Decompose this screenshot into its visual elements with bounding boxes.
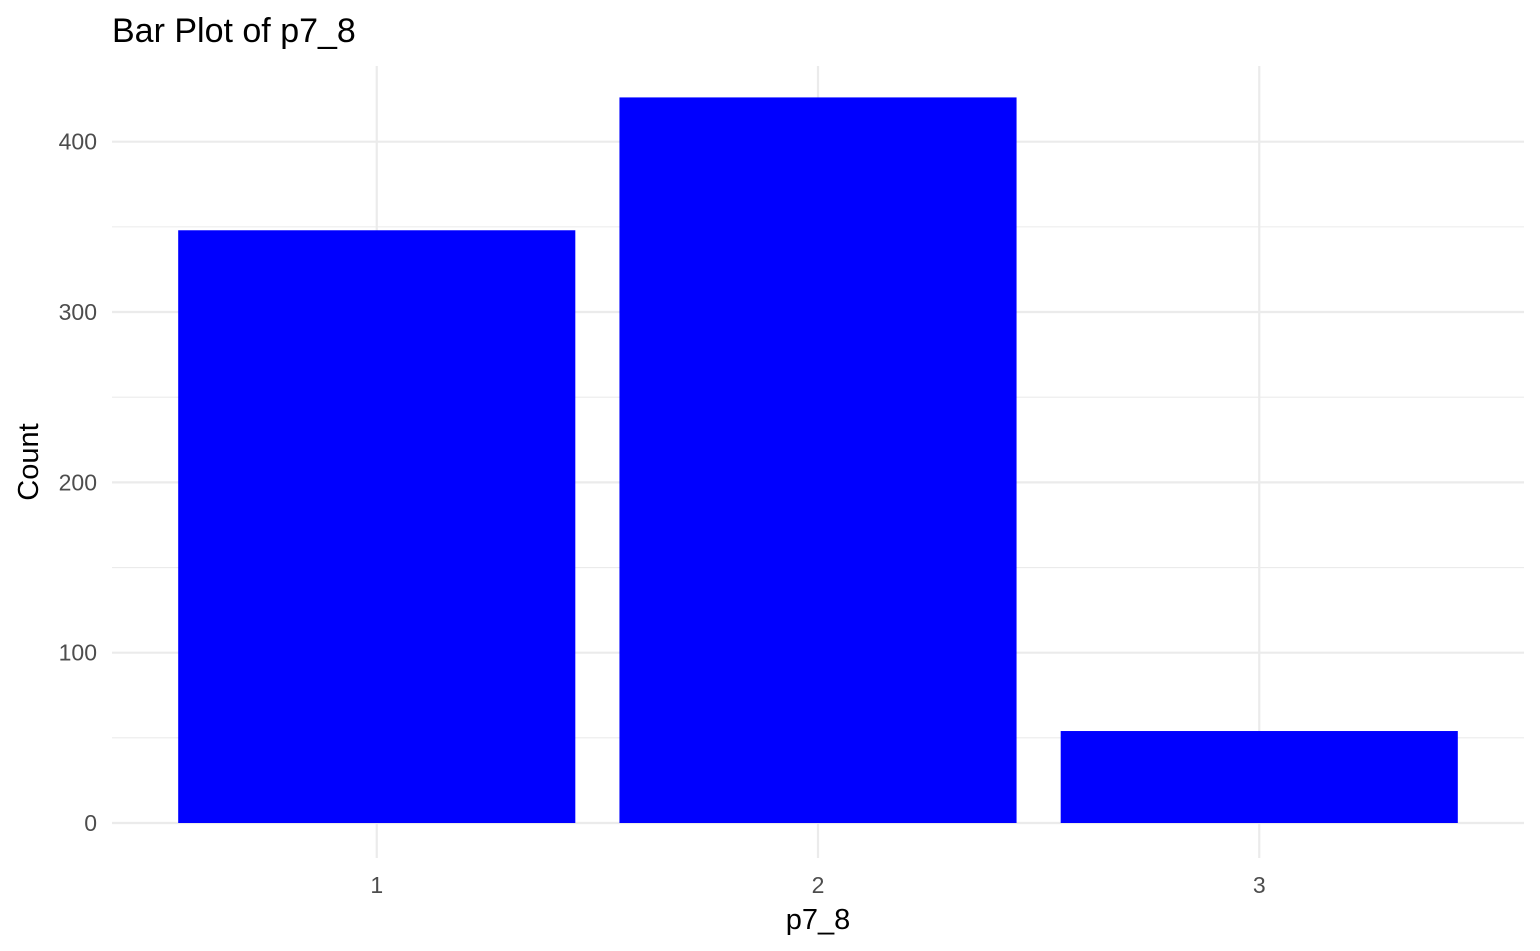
bar-1 <box>178 230 576 824</box>
bar-3 <box>1060 731 1458 823</box>
bars <box>178 97 1458 824</box>
y-axis-tick-labels: 0 100 200 300 400 <box>59 129 97 836</box>
x-axis-title: p7_8 <box>786 904 851 936</box>
y-tick-label: 0 <box>84 810 97 836</box>
x-tick-label: 1 <box>370 872 383 898</box>
y-tick-label: 400 <box>59 129 97 155</box>
chart-title: Bar Plot of p7_8 <box>112 12 356 50</box>
y-tick-label: 300 <box>59 299 97 325</box>
y-axis-title: Count <box>13 423 45 500</box>
y-tick-label: 200 <box>59 469 97 495</box>
x-tick-label: 2 <box>812 872 825 898</box>
x-tick-label: 3 <box>1253 872 1266 898</box>
x-axis-tick-labels: 1 2 3 <box>370 872 1265 898</box>
y-tick-label: 100 <box>59 640 97 666</box>
bar-2 <box>619 97 1017 823</box>
